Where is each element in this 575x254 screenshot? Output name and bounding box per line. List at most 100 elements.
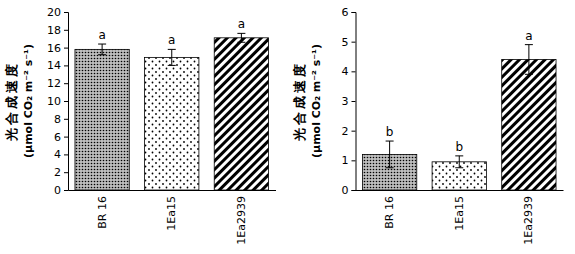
y-tick-mark	[352, 71, 356, 72]
error-bar	[168, 49, 176, 65]
y-tick: 3	[342, 95, 356, 108]
y-tick: 2	[54, 166, 68, 179]
y-tick-label: 3	[342, 95, 349, 108]
error-bar-cap	[168, 49, 176, 50]
error-bar-cap	[168, 65, 176, 66]
error-bar	[455, 156, 463, 168]
y-tick-mark	[352, 160, 356, 161]
error-bar-cap	[525, 74, 533, 75]
chart-panel: bba0123456BR 161Ea151Ea2939光合成速度(μmol CO…	[292, 6, 564, 245]
y-tick-mark	[352, 12, 356, 13]
y-tick-mark	[64, 48, 68, 49]
y-tick-label: 6	[342, 6, 349, 19]
error-bar-stem	[389, 141, 390, 168]
significance-letter: b	[386, 125, 394, 139]
x-tick-label: 1Ea15	[453, 196, 466, 231]
error-bar-cap	[98, 54, 106, 55]
x-tick-label: 1Ea15	[165, 196, 178, 231]
y-tick-mark	[64, 65, 68, 66]
y-tick-label: 0	[54, 184, 61, 197]
y-axis: 0 2 4 6 8 10 12 14 16 18 20	[47, 6, 69, 197]
y-tick-mark	[64, 101, 68, 102]
y-tick: 12	[47, 77, 68, 90]
significance-letter: b	[455, 140, 463, 154]
y-tick-mark	[352, 131, 356, 132]
error-bar-stem	[528, 45, 529, 75]
y-tick-mark	[64, 30, 68, 31]
error-bar-stem	[171, 49, 172, 65]
plot-area	[75, 33, 269, 190]
y-tick: 4	[342, 65, 356, 78]
y-tick: 1	[342, 154, 356, 167]
y-tick: 6	[342, 6, 356, 19]
error-bar	[98, 44, 106, 55]
error-bar-cap	[237, 33, 245, 34]
significance-letter: a	[168, 33, 175, 47]
y-tick-mark	[352, 190, 356, 191]
y-axis-line	[352, 13, 357, 191]
y-tick: 18	[47, 24, 68, 37]
bar	[214, 38, 268, 190]
y-tick-label: 14	[47, 59, 61, 72]
chart-panel: a a a 0 2 4 6 8 10 12 14 16 18 20 BR 16 1Ea15 1Ea2939 光合成…	[4, 6, 276, 245]
error-bar	[386, 141, 394, 168]
error-bar-cap	[525, 44, 533, 45]
error-bar-cap	[455, 167, 463, 168]
error-bar-stem	[241, 33, 242, 42]
y-axis-title: 光合成速度	[4, 61, 19, 142]
x-tick: 1Ea15	[165, 190, 178, 231]
y-tick-label: 1	[342, 154, 349, 167]
y-tick: 0	[342, 184, 356, 197]
y-tick-label: 20	[47, 6, 61, 19]
error-bar-stem	[459, 156, 460, 168]
y-tick-label: 16	[47, 42, 61, 55]
error-bar-cap	[98, 44, 106, 45]
plot-area	[362, 45, 556, 190]
y-tick-mark	[64, 154, 68, 155]
error-bar-cap	[386, 141, 394, 142]
y-tick-label: 4	[54, 148, 61, 161]
x-axis-line	[356, 190, 564, 191]
x-tick-label: 1Ea2939	[235, 196, 248, 245]
x-tick-label: BR 16	[96, 196, 109, 229]
x-tick: 1Ea2939	[235, 190, 248, 245]
y-tick-mark	[64, 190, 68, 191]
y-axis: 0 1 2 3 4 5 6	[342, 6, 357, 197]
significance-letter: a	[98, 28, 105, 42]
y-tick: 6	[54, 131, 68, 144]
x-tick-label: BR 16	[383, 196, 396, 229]
y-tick: 16	[47, 42, 68, 55]
x-tick: BR 16	[383, 190, 396, 229]
error-bar-cap	[237, 42, 245, 43]
y-tick: 0	[54, 184, 68, 197]
y-tick: 2	[342, 125, 356, 138]
x-axis: BR 16 1Ea15 1Ea2939	[69, 190, 277, 245]
error-bar-cap	[386, 167, 394, 168]
y-tick-label: 12	[47, 77, 61, 90]
x-axis: BR 161Ea151Ea2939	[356, 190, 564, 245]
x-tick: 1Ea15	[453, 190, 466, 231]
error-bar-stem	[102, 44, 103, 55]
error-bar	[525, 45, 533, 75]
y-tick-label: 10	[47, 95, 61, 108]
y-tick-label: 18	[47, 24, 61, 37]
y-tick-mark	[64, 12, 68, 13]
y-tick-label: 0	[342, 184, 349, 197]
y-tick-mark	[352, 101, 356, 102]
y-axis-title: (μmol CO₂ m⁻² s⁻¹)	[310, 44, 323, 158]
significance-letter: a	[238, 17, 245, 31]
y-tick: 4	[54, 148, 68, 161]
bar	[75, 49, 129, 190]
y-tick: 14	[47, 59, 68, 72]
figure: aaa02468101214161820BR 161Ea151Ea2939光合成…	[0, 0, 575, 254]
y-tick: 5	[342, 36, 356, 49]
y-tick-label: 6	[54, 131, 61, 144]
y-tick: 8	[54, 113, 68, 126]
y-tick-mark	[64, 83, 68, 84]
y-tick: 10	[47, 95, 68, 108]
y-axis-title: (μmol CO₂ m⁻² s⁻¹)	[22, 44, 35, 158]
bar	[145, 57, 199, 190]
y-tick-label: 4	[342, 65, 349, 78]
y-axis-title: 光合成速度	[292, 61, 307, 142]
significance-letter: a	[525, 29, 532, 43]
